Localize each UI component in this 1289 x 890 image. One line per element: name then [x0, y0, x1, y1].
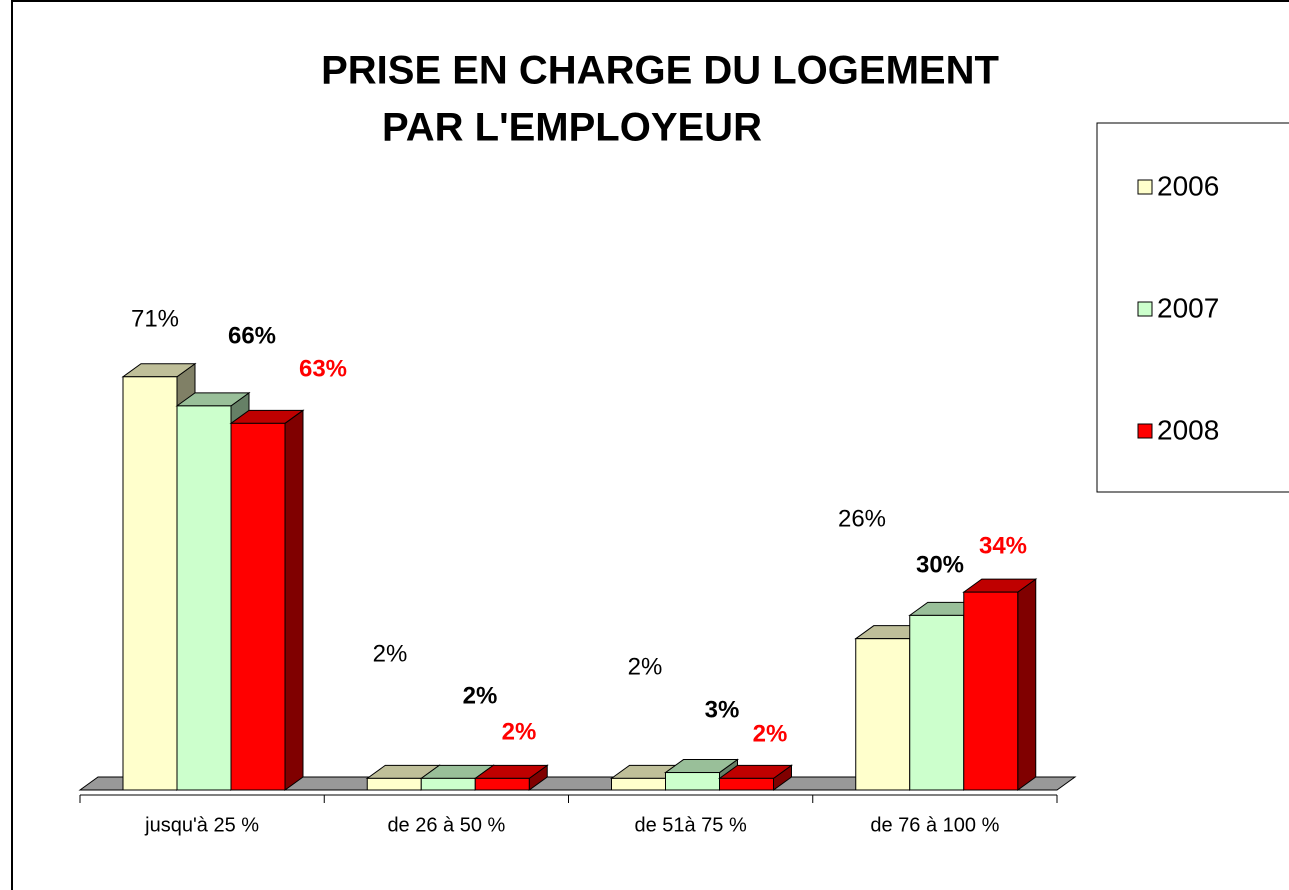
legend-swatch [1137, 301, 1153, 317]
value-label: 2% [502, 718, 537, 745]
value-label: 66% [228, 322, 276, 349]
value-label: 34% [979, 532, 1027, 559]
legend [1096, 122, 1289, 493]
legend-label: 2006 [1157, 170, 1219, 201]
value-label: 26% [838, 505, 886, 532]
bar [474, 777, 530, 791]
value-label: 3% [705, 696, 740, 723]
bar [665, 772, 720, 791]
chart-title: PAR L'EMPLOYEUR [382, 106, 762, 150]
bar [909, 614, 965, 791]
legend-swatch [1137, 423, 1153, 439]
x-tick-label: de 51à 75 % [634, 814, 747, 836]
bar [611, 777, 666, 791]
bar [366, 777, 422, 791]
bar [176, 405, 232, 791]
legend-swatch [1137, 179, 1153, 195]
value-label: 2% [463, 682, 498, 709]
value-label: 63% [299, 355, 347, 382]
legend-label: 2007 [1157, 292, 1219, 323]
bar [719, 777, 774, 791]
x-tick-label: de 26 à 50 % [387, 814, 505, 836]
bar-side [1017, 578, 1037, 791]
chart-title: PRISE EN CHARGE DU LOGEMENT [321, 49, 999, 93]
bar [230, 422, 286, 791]
bar [420, 777, 476, 791]
bar [855, 638, 911, 791]
value-label: 71% [131, 305, 179, 332]
legend-label: 2008 [1157, 414, 1219, 445]
x-tick-label: jusqu'à 25 % [144, 814, 259, 836]
value-label: 2% [628, 653, 663, 680]
bar [122, 376, 178, 791]
value-label: 30% [916, 551, 964, 578]
x-tick-label: de 76 à 100 % [870, 814, 999, 836]
bar-side [284, 409, 304, 791]
value-label: 2% [373, 640, 408, 667]
bar [963, 591, 1019, 791]
value-label: 2% [753, 720, 788, 747]
